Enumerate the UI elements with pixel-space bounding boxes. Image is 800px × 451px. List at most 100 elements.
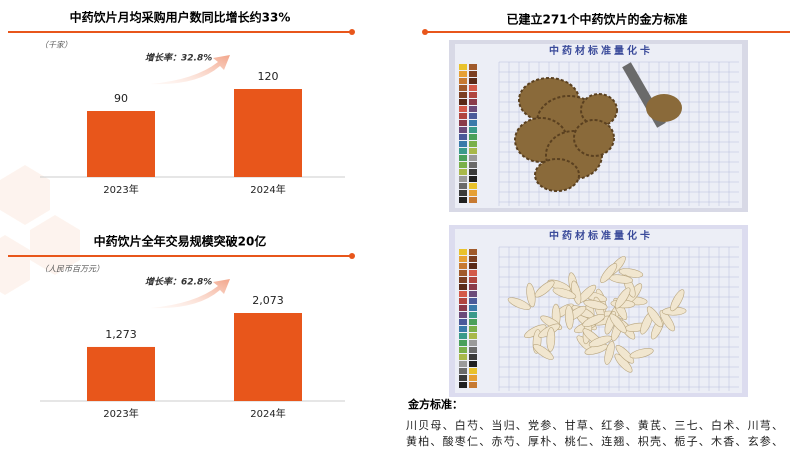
herb-slice: [532, 344, 554, 360]
color-swatch: [469, 277, 477, 283]
herb-slice: [659, 310, 675, 332]
unit-label: （人民币百万元）: [40, 265, 104, 274]
color-swatch: [469, 141, 477, 147]
color-swatch: [469, 270, 477, 276]
value-label: 120: [258, 70, 279, 83]
herb-slice: [526, 282, 536, 308]
color-swatch: [459, 169, 467, 175]
bar: [87, 346, 155, 401]
background-hexagons: [0, 165, 80, 295]
x-tick-label: 2024年: [250, 407, 285, 420]
color-swatch: [469, 85, 477, 91]
color-swatch: [459, 148, 467, 154]
color-swatch: [469, 375, 477, 381]
color-swatch: [469, 134, 477, 140]
standard-heading: 金方标准：: [407, 397, 463, 411]
color-swatch: [459, 127, 467, 133]
color-swatch: [459, 256, 467, 262]
color-swatch: [459, 249, 467, 255]
color-swatch: [459, 284, 467, 290]
unit-label: （千家）: [40, 41, 72, 50]
color-swatch: [459, 375, 467, 381]
color-swatch: [459, 382, 467, 388]
sample-photo: 中药材标准量化卡: [449, 225, 748, 397]
color-swatch: [469, 347, 477, 353]
color-swatch: [469, 361, 477, 367]
color-swatch: [469, 64, 477, 70]
herb-slice: [646, 94, 682, 122]
color-swatch: [459, 270, 467, 276]
color-swatch: [459, 92, 467, 98]
herb-slice: [507, 297, 531, 310]
color-swatch: [459, 197, 467, 203]
color-swatch: [469, 148, 477, 154]
color-swatch: [469, 326, 477, 332]
color-swatch: [459, 326, 467, 332]
color-swatch: [469, 354, 477, 360]
color-swatch: [469, 340, 477, 346]
herb-slice: [583, 299, 608, 310]
panel-title: 已建立271个中药饮片的金方标准: [506, 12, 687, 27]
color-swatch: [459, 319, 467, 325]
color-swatch: [459, 78, 467, 84]
herb-slice: [670, 289, 685, 312]
standard-list: 川贝母、白芍、当归、党参、甘草、红参、黄芪、三七、白术、川芎、黄柏、酸枣仁、赤芍…: [406, 419, 785, 448]
color-swatch: [469, 99, 477, 105]
herb-slice: [600, 263, 618, 283]
bar: [87, 111, 155, 177]
color-swatch: [469, 106, 477, 112]
x-tick-label: 2023年: [103, 183, 138, 196]
color-swatch: [469, 127, 477, 133]
herb-slice: [646, 306, 663, 328]
color-swatch: [459, 263, 467, 269]
herb-slice: [582, 314, 606, 327]
color-swatch: [459, 291, 467, 297]
color-swatch: [459, 333, 467, 339]
color-swatch: [459, 162, 467, 168]
card-label: 中药材标准量化卡: [549, 44, 653, 57]
color-swatch: [459, 64, 467, 70]
color-swatch: [459, 368, 467, 374]
rule-dot: [349, 29, 355, 35]
herb-slice: [588, 335, 613, 348]
color-swatch: [459, 106, 467, 112]
color-swatch: [459, 354, 467, 360]
color-swatch: [469, 71, 477, 77]
color-swatch: [469, 78, 477, 84]
color-swatch: [469, 333, 477, 339]
color-swatch: [469, 263, 477, 269]
x-tick-label: 2024年: [250, 183, 285, 196]
color-swatch: [469, 176, 477, 182]
growth-annotation: 增长率：62.8%: [145, 277, 212, 288]
color-swatch: [459, 183, 467, 189]
color-swatch: [469, 120, 477, 126]
color-swatch: [469, 291, 477, 297]
color-swatch: [469, 319, 477, 325]
color-swatch: [469, 183, 477, 189]
color-swatch: [469, 298, 477, 304]
color-swatch: [469, 249, 477, 255]
color-swatch: [459, 134, 467, 140]
card-label: 中药材标准量化卡: [549, 229, 653, 242]
growth-annotation: 增长率：32.8%: [145, 53, 212, 64]
color-swatch: [459, 190, 467, 196]
bar: [234, 89, 302, 177]
bar: [234, 313, 302, 401]
color-swatch: [459, 99, 467, 105]
rule-dot: [349, 253, 355, 259]
herb-slice: [552, 287, 577, 299]
herb-slice: [546, 327, 556, 352]
color-swatch: [469, 92, 477, 98]
color-swatch: [459, 340, 467, 346]
color-swatch: [469, 256, 477, 262]
color-swatch: [459, 113, 467, 119]
color-swatch: [469, 284, 477, 290]
chart-title: 中药饮片月均采购用户数同比增长约33%: [70, 10, 291, 25]
color-swatch: [459, 141, 467, 147]
herb-slice: [609, 313, 627, 334]
color-swatch: [469, 197, 477, 203]
color-swatch: [459, 155, 467, 161]
color-swatch: [459, 277, 467, 283]
